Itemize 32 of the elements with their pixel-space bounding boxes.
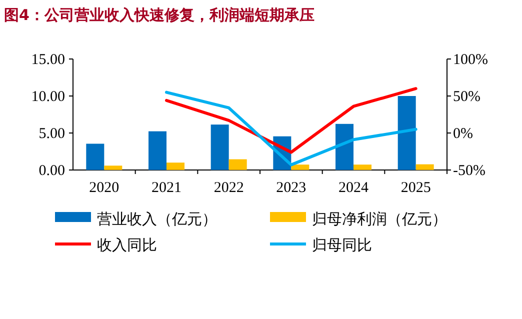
x-tick-label: 2023 [276,180,306,196]
bar [166,162,184,170]
y2-tick-label: 100% [453,52,488,68]
bar [86,144,104,170]
bar [416,164,434,170]
legend-label: 收入同比 [97,237,157,254]
legend-label: 归母净利润（亿元） [312,211,447,228]
y2-tick-label: 0% [453,126,473,142]
x-tick-label: 2025 [400,180,431,196]
line-series [165,87,418,154]
legend-label: 营业收入（亿元） [97,211,217,228]
bar [104,166,122,170]
bar [210,124,229,170]
bar [354,164,372,170]
bar [291,164,310,170]
x-tick-label: 2021 [152,180,182,196]
x-tick-label: 2022 [214,180,244,196]
chart-title: 图4：公司营业收入快速修复，利润端短期承压 [4,6,314,24]
bar [228,159,247,170]
y-tick-label: 0.00 [38,163,65,179]
bar [398,96,416,170]
bar [336,124,354,170]
x-tick-label: 2024 [338,180,369,196]
bar [148,131,166,170]
y2-tick-label: -50% [453,163,486,179]
x-tick-label: 2020 [89,180,120,196]
line-series [165,90,418,166]
y2-tick-label: 50% [453,89,480,105]
y-tick-label: 5.00 [38,126,65,142]
legend-label: 归母同比 [312,237,372,254]
y-tick-label: 15.00 [31,52,65,68]
y-tick-label: 10.00 [31,89,65,105]
